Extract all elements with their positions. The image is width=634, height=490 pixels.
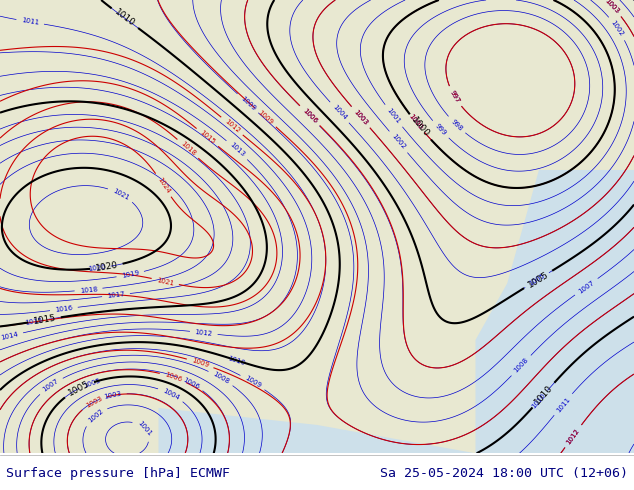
- Text: 1003: 1003: [604, 0, 620, 15]
- Text: 997: 997: [449, 89, 461, 104]
- Text: 1010: 1010: [530, 392, 547, 410]
- Text: 1015: 1015: [198, 129, 216, 146]
- Text: 1017: 1017: [107, 291, 126, 299]
- Text: 1021: 1021: [156, 277, 174, 287]
- Text: 1009: 1009: [243, 375, 262, 390]
- Text: 1000: 1000: [408, 113, 424, 130]
- Text: 1006: 1006: [181, 376, 200, 390]
- Polygon shape: [476, 170, 634, 453]
- Text: 1006: 1006: [301, 107, 318, 124]
- Text: 1003: 1003: [604, 0, 620, 15]
- Text: 1003: 1003: [84, 395, 103, 409]
- Text: 1018: 1018: [179, 141, 197, 157]
- Text: 1020: 1020: [94, 261, 119, 273]
- Text: 1011: 1011: [555, 395, 571, 413]
- Text: 997: 997: [449, 89, 461, 104]
- Text: 1018: 1018: [79, 286, 98, 294]
- Text: 1004: 1004: [332, 104, 347, 121]
- Text: 1001: 1001: [385, 107, 401, 125]
- Text: 1012: 1012: [223, 118, 241, 134]
- Text: 1014: 1014: [0, 331, 19, 341]
- Text: 1001: 1001: [136, 420, 153, 438]
- Text: 1003: 1003: [353, 108, 369, 126]
- Text: 1009: 1009: [257, 109, 274, 126]
- Text: 1010: 1010: [533, 384, 554, 407]
- Text: 1007: 1007: [578, 279, 595, 294]
- Text: 1010: 1010: [113, 8, 137, 28]
- Text: 1012: 1012: [195, 329, 213, 337]
- Text: 998: 998: [450, 118, 463, 132]
- Text: 1006: 1006: [164, 371, 183, 383]
- Text: 1004: 1004: [162, 388, 180, 401]
- Text: 1015: 1015: [32, 314, 56, 326]
- Text: 1002: 1002: [86, 408, 104, 424]
- Text: 1009: 1009: [191, 358, 210, 369]
- Text: 1024: 1024: [156, 176, 171, 194]
- Text: 1006: 1006: [301, 107, 318, 124]
- Text: 1003: 1003: [353, 108, 369, 126]
- Text: 1021: 1021: [112, 187, 130, 201]
- Text: 1007: 1007: [42, 378, 60, 393]
- Text: 1015: 1015: [24, 318, 42, 326]
- Text: 1000: 1000: [408, 113, 424, 130]
- Text: 1016: 1016: [55, 305, 73, 313]
- Text: Sa 25-05-2024 18:00 UTC (12+06): Sa 25-05-2024 18:00 UTC (12+06): [380, 467, 628, 480]
- Text: 1010: 1010: [227, 355, 246, 366]
- Text: 1011: 1011: [21, 18, 39, 26]
- Text: 1005: 1005: [82, 377, 101, 389]
- Text: 1002: 1002: [610, 19, 624, 37]
- Text: 1002: 1002: [391, 133, 406, 151]
- Text: 1008: 1008: [513, 357, 529, 374]
- Text: 1005: 1005: [526, 270, 550, 289]
- Text: 1020: 1020: [87, 264, 106, 272]
- Text: 1000: 1000: [410, 116, 431, 139]
- Text: 999: 999: [434, 122, 448, 137]
- Polygon shape: [0, 408, 476, 453]
- Text: 1012: 1012: [566, 427, 581, 445]
- Text: 1003: 1003: [103, 391, 122, 400]
- Text: 1005: 1005: [528, 273, 547, 287]
- Text: 1013: 1013: [228, 142, 246, 158]
- Text: Surface pressure [hPa] ECMWF: Surface pressure [hPa] ECMWF: [6, 467, 230, 480]
- Text: 1008: 1008: [212, 371, 230, 385]
- Text: 1012: 1012: [566, 427, 581, 445]
- Text: 1009: 1009: [239, 95, 257, 112]
- Text: 1005: 1005: [67, 379, 91, 398]
- Text: 1019: 1019: [121, 270, 139, 279]
